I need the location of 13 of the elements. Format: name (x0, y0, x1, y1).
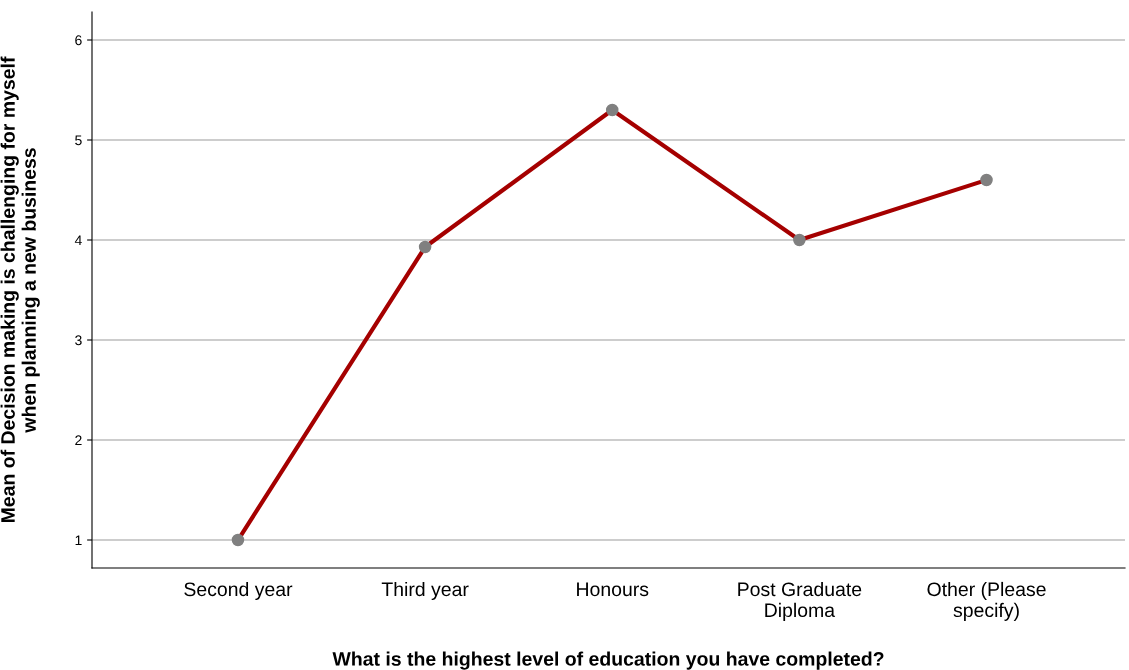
y-tick-label: 2 (75, 435, 82, 446)
y-axis-title: Mean of Decision making is challenging for myself when planning a new business (0, 56, 40, 523)
y-tick-label: 6 (75, 35, 82, 46)
y-tick-label: 4 (74, 235, 82, 246)
y-tick-label: 3 (75, 335, 82, 346)
x-tick-label: Other (Please specify) (927, 581, 1046, 621)
x-tick-label: Second year (184, 581, 293, 601)
x-tick-label: Honours (577, 582, 649, 597)
x-tick-label: Post Graduate Diploma (738, 581, 862, 621)
y-tick-label: 5 (75, 135, 82, 146)
y-tick-label: 1 (75, 535, 82, 546)
x-axis-title: What is the highest level of education you have completed? (332, 651, 884, 670)
x-tick-label: Third year (381, 581, 469, 601)
